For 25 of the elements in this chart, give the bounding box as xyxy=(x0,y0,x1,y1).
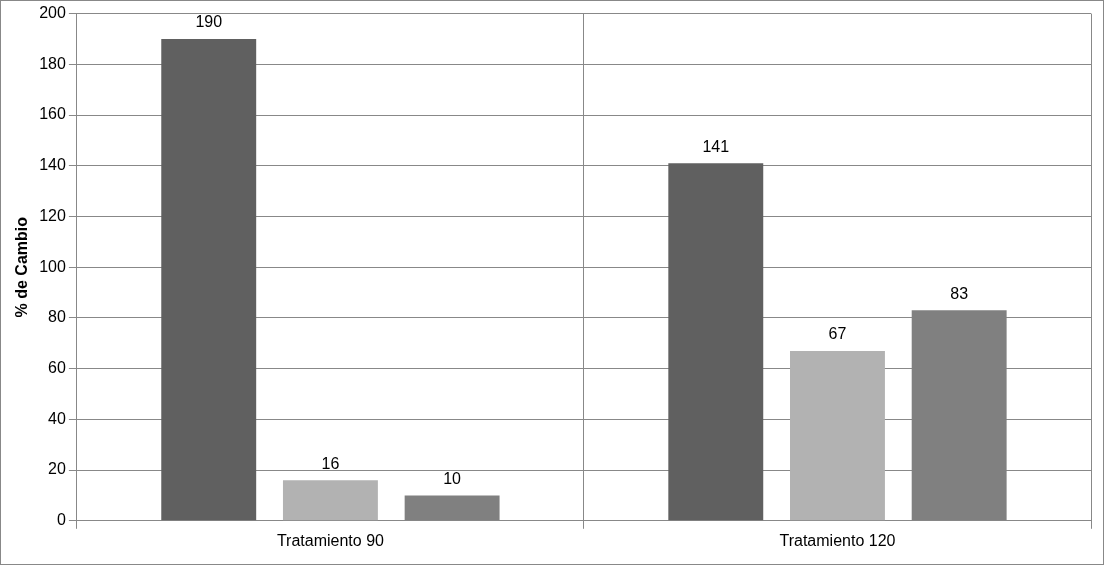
data-label: 10 xyxy=(443,469,462,487)
y-tick-label: 20 xyxy=(48,460,66,478)
bar xyxy=(668,163,764,521)
data-label: 141 xyxy=(702,137,730,155)
y-tick-label: 120 xyxy=(39,206,66,224)
data-label: 16 xyxy=(321,454,340,472)
x-tick-label: Tratamiento 120 xyxy=(779,531,896,549)
data-label: 190 xyxy=(195,13,223,31)
data-label: 83 xyxy=(950,284,969,302)
y-tick-label: 0 xyxy=(56,511,66,529)
bar xyxy=(161,38,257,521)
bar xyxy=(404,495,500,521)
y-tick-label: 60 xyxy=(48,359,66,377)
y-tick-label: 160 xyxy=(39,105,66,123)
y-tick-label: 180 xyxy=(39,54,66,72)
y-axis-title: % de Cambio xyxy=(13,216,31,318)
y-tick-label: 200 xyxy=(39,4,66,22)
bar xyxy=(790,350,885,521)
y-tick-label: 100 xyxy=(39,257,66,275)
bar xyxy=(282,480,378,521)
y-tick-label: 40 xyxy=(48,409,66,427)
x-tick-label: Tratamiento 90 xyxy=(276,531,385,549)
data-label: 67 xyxy=(828,325,847,343)
y-tick-label: 80 xyxy=(48,308,66,326)
y-tick-label: 140 xyxy=(39,156,66,174)
